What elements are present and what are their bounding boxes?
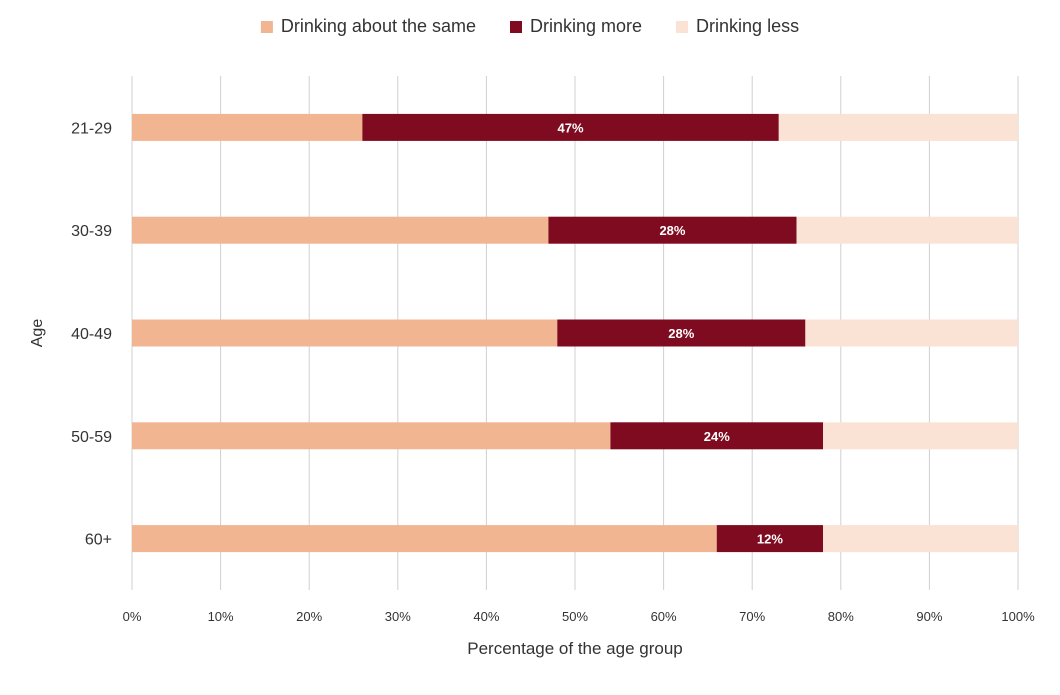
legend-label: Drinking more — [530, 16, 642, 36]
x-tick-label: 20% — [296, 609, 322, 624]
axes: Age Percentage of the age group — [29, 319, 683, 658]
bars: 21-29 47% 30-39 28% 40-49 28% 50-59 24% 60+ 12% — [71, 113, 1018, 553]
y-tick-label: 30-39 — [71, 223, 112, 240]
x-tick-label: 0% — [123, 609, 142, 624]
x-tick-label: 100% — [1001, 609, 1035, 624]
y-tick-label: 40-49 — [71, 326, 112, 343]
data-label: 47% — [558, 120, 584, 135]
data-label: 28% — [668, 326, 694, 341]
x-tick-label: 60% — [651, 609, 677, 624]
bar-segment — [132, 319, 558, 347]
data-label: 12% — [757, 532, 783, 547]
bar-segment — [362, 113, 779, 141]
y-tick-label: 50-59 — [71, 429, 112, 446]
x-tick-label: 10% — [208, 609, 234, 624]
y-tick-label: 60+ — [85, 532, 112, 549]
y-axis-title: Age — [29, 319, 46, 348]
bar-segment — [716, 525, 824, 553]
bar-segment — [132, 216, 549, 244]
x-tick-label: 90% — [916, 609, 942, 624]
x-tick-label: 30% — [385, 609, 411, 624]
bar-segment — [610, 422, 824, 450]
bar-segment — [805, 319, 1018, 347]
data-label: 24% — [704, 429, 730, 444]
bar-segment — [132, 525, 717, 553]
bar-segment — [548, 216, 797, 244]
bar-segment — [796, 216, 1018, 244]
legend-swatch — [676, 21, 689, 33]
bar-segment — [823, 525, 1018, 553]
bar-segment — [823, 422, 1018, 450]
bar-segment — [132, 422, 611, 450]
x-tick-label: 80% — [828, 609, 854, 624]
legend-label: Drinking about the same — [281, 16, 476, 36]
legend: Drinking about the same Drinking more Drin… — [260, 16, 799, 36]
legend-swatch — [260, 21, 273, 33]
bar-segment — [132, 113, 363, 141]
x-axis-title: Percentage of the age group — [467, 639, 683, 658]
y-tick-label: 21-29 — [71, 120, 112, 137]
legend-swatch — [510, 21, 523, 33]
bar-segment — [778, 113, 1018, 141]
bar-segment — [557, 319, 806, 347]
legend-label: Drinking less — [696, 16, 799, 36]
x-tick-label: 70% — [739, 609, 765, 624]
x-tick-label: 50% — [562, 609, 588, 624]
x-tick-label: 40% — [473, 609, 499, 624]
data-label: 28% — [659, 223, 685, 238]
